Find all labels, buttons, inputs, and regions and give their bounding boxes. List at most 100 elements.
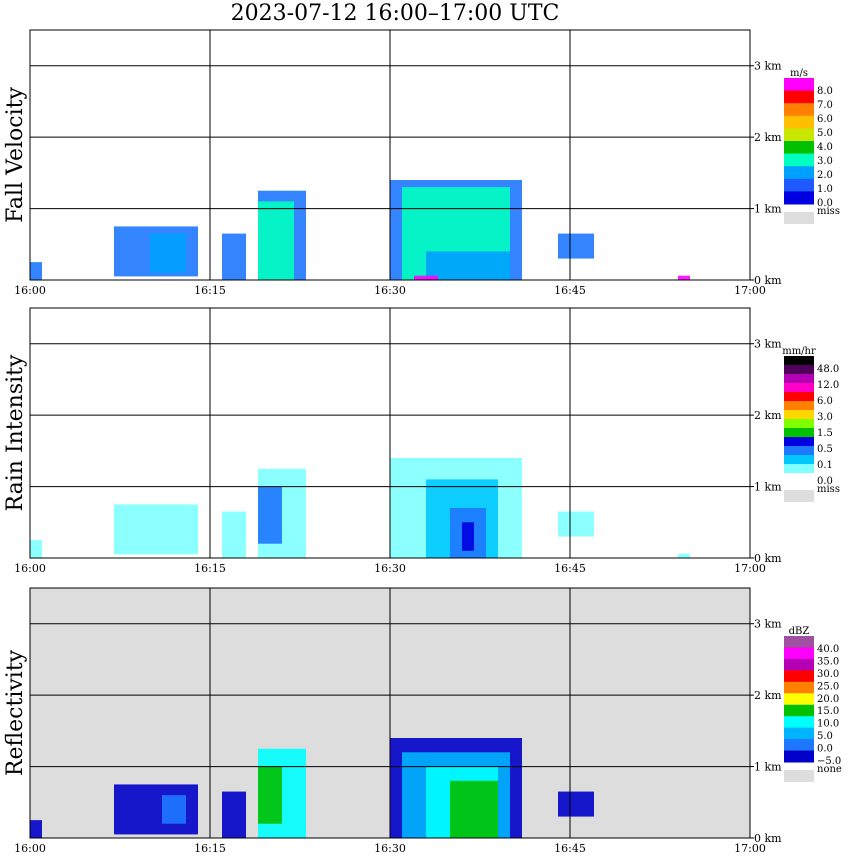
legend-label: 6.0	[817, 114, 833, 125]
x-tick-label: 16:30	[374, 284, 406, 297]
legend-swatch	[784, 670, 814, 683]
legend-swatch	[784, 727, 814, 740]
echo-11	[558, 791, 594, 817]
legend-label: 6.0	[817, 396, 833, 407]
y-tick-label: 3 km	[754, 338, 782, 351]
x-tick-label: 16:30	[374, 562, 406, 575]
legend-swatch	[784, 401, 814, 411]
echo-1	[30, 540, 42, 558]
y-tick-label: 1 km	[754, 761, 782, 774]
x-tick-label: 16:00	[14, 284, 46, 297]
legend-swatch	[784, 428, 814, 438]
plot-frame	[29, 29, 751, 281]
legend-swatch	[784, 419, 814, 429]
x-tick-label: 16:30	[374, 842, 406, 855]
legend-label: 40.0	[817, 644, 839, 655]
echo-9	[462, 522, 474, 551]
plot-frame	[29, 307, 751, 559]
x-tick-label: 16:15	[194, 284, 226, 297]
legend-label: 0.1	[817, 460, 833, 471]
y-tick-label: 1 km	[754, 481, 782, 494]
panel-title: Rain Intensity	[3, 354, 28, 511]
y-tick-label: 2 km	[754, 131, 782, 144]
legend-swatch	[784, 356, 814, 366]
legend-label: 8.0	[817, 86, 833, 97]
legend-swatch	[784, 455, 814, 465]
legend-label: 3.0	[817, 156, 833, 167]
echo-4	[222, 791, 246, 838]
y-tick-label: 0 km	[754, 832, 782, 845]
legend-label: 5.0	[817, 731, 833, 742]
x-tick-label: 16:45	[554, 284, 586, 297]
y-tick-label: 2 km	[754, 409, 782, 422]
legend-miss-swatch	[784, 490, 814, 502]
legend-swatch	[784, 750, 814, 763]
legend-swatch	[784, 437, 814, 447]
panel-title: Fall Velocity	[3, 87, 28, 223]
chart-main-title: 2023-07-12 16:00–17:00 UTC	[230, 1, 560, 26]
legend-label: 3.0	[817, 412, 833, 423]
echo-1	[30, 262, 42, 280]
legend-label: 20.0	[817, 694, 839, 705]
legend-label: 4.0	[817, 142, 833, 153]
legend-swatch	[784, 681, 814, 694]
legend-swatch	[784, 103, 814, 117]
legend-swatch	[784, 153, 814, 167]
legend-label: 0.0	[817, 476, 833, 487]
legend-swatch	[784, 90, 814, 104]
echo-12	[678, 275, 690, 280]
legend-label: 48.0	[817, 364, 839, 375]
legend-swatch	[784, 647, 814, 660]
legend-label: 1.0	[817, 184, 833, 195]
echo-9	[426, 251, 510, 280]
x-tick-label: 17:00	[734, 284, 766, 297]
legend-label: 1.5	[817, 428, 833, 439]
plot-frame	[29, 587, 751, 839]
echo-6	[258, 201, 294, 280]
y-tick-label: 3 km	[754, 618, 782, 631]
echo-3	[162, 795, 186, 824]
legend-swatch	[784, 191, 814, 205]
echo-6	[258, 766, 282, 824]
legend-miss-swatch	[784, 212, 814, 224]
legend-swatch	[784, 365, 814, 375]
legend-miss-label: miss	[817, 484, 840, 495]
panel-2: 16:00 16:15 16:30 16:45 17:000 km 1 km 2 km 3 k…	[3, 307, 840, 575]
legend-label: 12.0	[817, 380, 839, 391]
legend-label: 15.0	[817, 706, 839, 717]
echo-5	[258, 486, 282, 544]
legend-unit: m/s	[790, 68, 808, 79]
legend-swatch	[784, 115, 814, 129]
legend-miss-label: none	[817, 764, 842, 775]
legend-swatch	[784, 166, 814, 180]
echo-4	[222, 233, 246, 280]
legend-label: 0.5	[817, 444, 833, 455]
legend-miss-label: miss	[817, 206, 840, 217]
echo-11	[414, 275, 438, 280]
x-tick-label: 16:45	[554, 562, 586, 575]
x-tick-label: 16:00	[14, 842, 46, 855]
legend-swatch	[784, 739, 814, 752]
echo-10	[558, 511, 594, 537]
panel-3: 16:00 16:15 16:30 16:45 17:000 km 1 km 2 km 3 k…	[3, 587, 842, 855]
echo-3	[222, 511, 246, 558]
echo-10	[558, 233, 594, 259]
legend-label: 7.0	[817, 100, 833, 111]
legend-swatch	[784, 464, 814, 474]
legend-swatch	[784, 178, 814, 192]
legend-swatch	[784, 78, 814, 92]
legend-unit: mm/hr	[782, 346, 816, 357]
y-tick-label: 1 km	[754, 203, 782, 216]
x-tick-label: 17:00	[734, 842, 766, 855]
legend-label: 2.0	[817, 170, 833, 181]
x-tick-label: 16:00	[14, 562, 46, 575]
legend-label: 5.0	[817, 128, 833, 139]
echo-2	[114, 504, 198, 555]
legend-swatch	[784, 716, 814, 729]
y-tick-label: 0 km	[754, 552, 782, 565]
x-tick-label: 16:15	[194, 562, 226, 575]
legend-label: 25.0	[817, 681, 839, 692]
legend-label: 10.0	[817, 719, 839, 730]
legend-swatch	[784, 374, 814, 384]
